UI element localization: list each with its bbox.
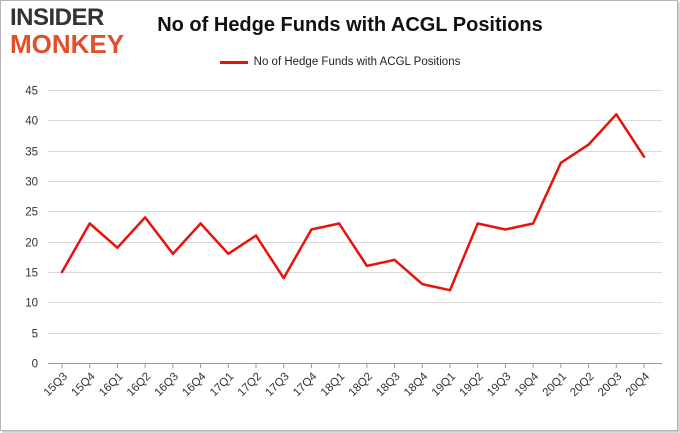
data-point bbox=[199, 222, 202, 225]
y-tick-label: 25 bbox=[25, 207, 38, 219]
chart-title: No of Hedge Funds with ACGL Positions bbox=[157, 14, 543, 36]
data-point bbox=[476, 222, 479, 225]
data-point bbox=[559, 161, 563, 164]
data-point bbox=[88, 222, 91, 225]
y-tick-label: 35 bbox=[25, 147, 38, 159]
x-tick-label: 17Q3 bbox=[263, 371, 291, 399]
x-tick-label: 17Q1 bbox=[208, 371, 236, 399]
x-tick-label: 18Q4 bbox=[402, 370, 431, 399]
x-tick-label: 17Q2 bbox=[236, 371, 264, 399]
data-point bbox=[310, 228, 313, 231]
data-point bbox=[531, 222, 535, 225]
data-point bbox=[254, 234, 258, 237]
legend-label: No of Hedge Funds with ACGL Positions bbox=[253, 56, 461, 68]
x-tick-label: 18Q1 bbox=[319, 371, 347, 399]
y-tick-label: 5 bbox=[32, 329, 38, 341]
data-point bbox=[448, 289, 452, 292]
data-point bbox=[282, 276, 285, 280]
data-point bbox=[337, 222, 341, 225]
x-tick-label: 20Q4 bbox=[624, 370, 653, 399]
chart-legend: No of Hedge Funds with ACGL Positions bbox=[0, 56, 680, 68]
data-point bbox=[171, 252, 175, 255]
data-point bbox=[393, 258, 396, 262]
x-tick-label: 20Q1 bbox=[541, 371, 569, 399]
x-tick-label: 16Q1 bbox=[97, 371, 125, 399]
x-tick-label: 19Q3 bbox=[485, 371, 513, 399]
data-point bbox=[365, 264, 369, 268]
logo-line-2: MONKEY bbox=[10, 29, 125, 59]
y-tick-label: 0 bbox=[32, 359, 38, 371]
legend-swatch bbox=[219, 60, 248, 64]
data-point bbox=[615, 113, 618, 116]
y-tick-label: 40 bbox=[25, 116, 38, 128]
x-tick-label: 20Q2 bbox=[568, 371, 596, 399]
x-tick-label: 18Q2 bbox=[347, 371, 375, 399]
series-line bbox=[60, 113, 646, 292]
y-tick-label: 15 bbox=[25, 268, 38, 280]
data-point bbox=[642, 155, 646, 158]
data-point bbox=[60, 270, 64, 274]
data-point bbox=[116, 246, 119, 249]
x-tick-label: 18Q3 bbox=[374, 371, 402, 399]
data-point bbox=[504, 228, 507, 231]
x-tick-label: 16Q4 bbox=[180, 370, 209, 399]
x-tick-label: 17Q4 bbox=[291, 370, 320, 399]
x-tick-label: 15Q4 bbox=[69, 370, 98, 399]
x-tick-label: 19Q4 bbox=[513, 370, 542, 399]
y-tick-label: 45 bbox=[25, 86, 38, 98]
data-point bbox=[143, 216, 147, 219]
x-tick-label: 16Q2 bbox=[125, 371, 153, 399]
data-point bbox=[421, 282, 424, 286]
x-tick-label: 16Q3 bbox=[153, 371, 181, 399]
logo-line-1: INSIDER bbox=[10, 4, 104, 31]
x-tick-label: 19Q2 bbox=[457, 371, 485, 399]
data-point bbox=[227, 252, 230, 255]
x-tick-label: 19Q1 bbox=[430, 371, 458, 399]
y-tick-label: 30 bbox=[25, 177, 38, 189]
data-point bbox=[587, 143, 590, 146]
x-tick-label: 15Q3 bbox=[42, 371, 70, 399]
insider-monkey-logo: INSIDER MONKEY bbox=[10, 4, 126, 59]
x-tick-label: 20Q3 bbox=[596, 371, 624, 399]
y-tick-label: 20 bbox=[25, 238, 38, 250]
y-tick-label: 10 bbox=[25, 298, 38, 310]
